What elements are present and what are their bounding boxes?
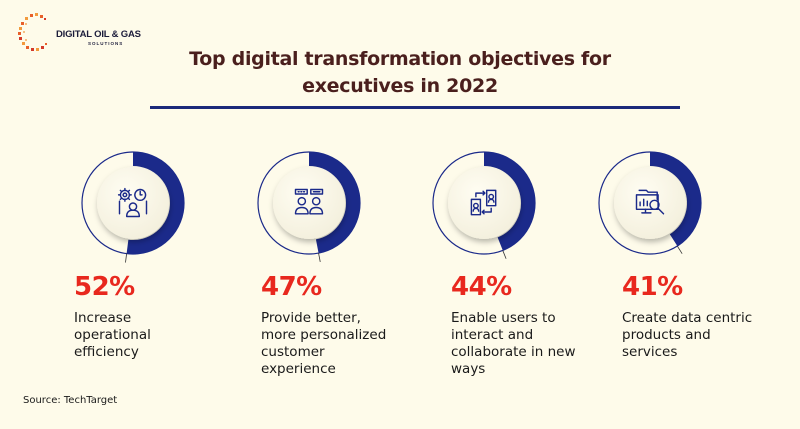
donut-inner-disc [448,167,520,239]
desc-line: experience [261,361,336,377]
desc-line: operational [74,327,151,343]
stat-item-2: 47% Provide better, more personalized cu… [261,272,386,378]
donut-chart-4 [598,151,702,255]
desc-line: Increase [74,310,132,326]
donut-leader-tick [676,245,683,254]
stat-percent: 52% [74,272,135,302]
stat-description: Enable users to interact and collaborate… [451,310,576,378]
donut-inner-disc [273,167,345,239]
donut-value-arc [649,152,701,247]
logo-subtitle: SOLUTIONS [88,41,124,46]
stat-percent: 47% [261,272,322,302]
desc-line: Enable users to [451,310,556,326]
stat-description: Provide better, more personalized custom… [261,310,386,378]
desc-line: ways [451,361,486,377]
desc-line: efficiency [74,344,139,360]
stat-item-3: 44% Enable users to interact and collabo… [451,272,576,378]
donut-value-arc [308,152,360,254]
donut-chart-1 [81,151,185,263]
mobile-users-exchange-icon [470,189,497,216]
stat-percent: 44% [451,272,512,302]
desc-line: Provide better, [261,310,361,326]
stat-item-1: 52% Increase operational efficiency [74,272,151,361]
donut-leader-tick [502,250,507,259]
stat-description: Increase operational efficiency [74,310,151,361]
page-title: Top digital transformation objectives fo… [150,46,650,100]
stat-description: Create data centric products and service… [622,310,752,361]
donut-value-arc [483,152,535,251]
title-line-2: executives in 2022 [302,75,498,97]
stat-percent: 41% [622,272,683,302]
desc-line: customer [261,344,325,360]
title-underline [150,106,680,109]
desc-line: services [622,344,678,360]
source-note: Source: TechTarget [23,395,118,406]
donut-leader-tick [318,253,321,263]
desc-line: more personalized [261,327,387,343]
data-analytics-monitor-icon [635,189,665,215]
donut-chart-2 [257,151,361,263]
donut-leader-tick [125,253,128,263]
logo-mark-icon [18,13,47,51]
title-line-1: Top digital transformation objectives fo… [189,48,611,70]
customer-rating-icon [294,188,324,215]
desc-line: Create data centric [622,310,753,326]
gears-clock-worker-icon [117,187,148,218]
desc-line: interact and [451,327,534,343]
donut-chart-3 [432,151,536,259]
desc-line: collaborate in new [451,344,576,360]
stat-item-4: 41% Create data centric products and ser… [622,272,752,361]
donut-value-arc [126,152,184,254]
desc-line: products and [622,327,711,343]
logo-name: DIGITAL OIL & GAS [56,29,141,40]
company-logo: DIGITAL OIL & GAS SOLUTIONS [16,12,141,52]
